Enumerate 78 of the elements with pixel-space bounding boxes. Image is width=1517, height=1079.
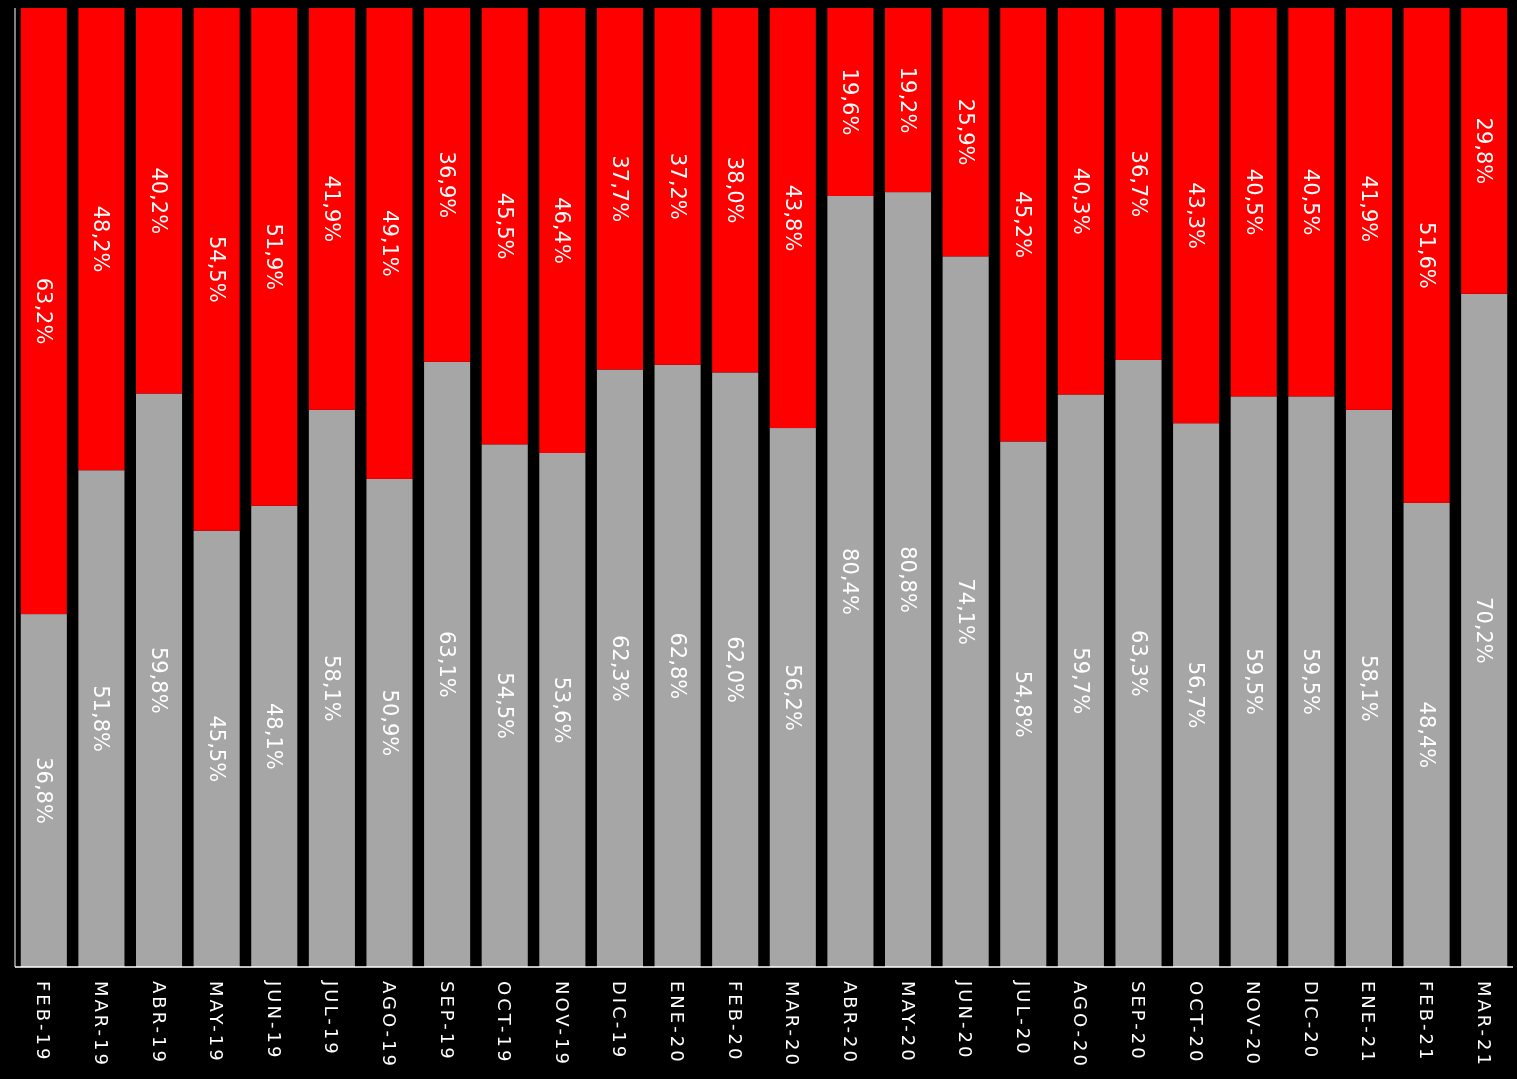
data-label: 80,4% (838, 548, 863, 615)
data-label: 45,5% (492, 192, 517, 260)
x-tick-label: NOV-20 (1243, 981, 1265, 1067)
data-label: 59,8% (147, 646, 172, 714)
data-label: 41,9% (319, 175, 344, 243)
data-label: 59,5% (1299, 648, 1324, 716)
x-tick-label: JUN-20 (955, 980, 977, 1061)
x-tick-label: ABR-19 (148, 981, 170, 1065)
x-tick-label: MAR-19 (90, 981, 112, 1069)
data-label: 62,0% (723, 636, 748, 704)
x-tick-label: ABR-20 (839, 981, 861, 1065)
x-tick-label: ENE-20 (667, 981, 689, 1065)
x-tick-label: OCT-19 (494, 981, 516, 1065)
data-label: 51,8% (89, 685, 114, 752)
data-label: 50,9% (377, 689, 402, 757)
data-label: 63,2% (31, 277, 56, 345)
data-label: 40,2% (147, 167, 172, 235)
x-tick-label: JUL-20 (1012, 980, 1034, 1057)
x-tick-label: AGO-20 (1070, 981, 1092, 1070)
x-tick-label: MAY-19 (206, 981, 228, 1064)
data-label: 70,2% (1472, 597, 1497, 664)
x-tick-label: SEP-19 (436, 981, 458, 1062)
data-label: 19,6% (838, 68, 863, 136)
data-label: 48,1% (262, 703, 287, 770)
data-label: 36,9% (435, 151, 460, 219)
x-tick-label: MAR-21 (1473, 981, 1495, 1069)
data-label: 49,1% (377, 210, 402, 277)
data-label: 58,1% (1356, 655, 1381, 722)
data-label: 74,1% (953, 578, 978, 646)
data-label: 43,8% (780, 184, 805, 252)
data-label: 19,2% (896, 66, 921, 134)
data-label: 51,9% (262, 223, 287, 291)
data-label: 41,9% (1356, 175, 1381, 243)
data-label: 45,5% (204, 715, 229, 783)
data-label: 29,8% (1472, 117, 1497, 185)
x-tick-label: SEP-20 (1128, 981, 1149, 1062)
x-tick-label: JUL-19 (321, 980, 343, 1057)
data-label: 45,2% (1011, 191, 1036, 259)
x-tick-label: AGO-19 (379, 981, 400, 1070)
data-label: 62,3% (607, 634, 632, 702)
x-tick-label: ENE-21 (1358, 981, 1380, 1065)
data-label: 36,7% (1126, 150, 1151, 218)
data-label: 43,3% (1184, 182, 1209, 249)
data-label: 53,6% (550, 676, 575, 744)
data-label: 56,2% (780, 664, 805, 731)
data-label: 54,5% (492, 672, 517, 740)
data-label: 63,3% (1126, 630, 1151, 697)
data-label: 63,1% (435, 631, 460, 698)
data-label: 54,5% (204, 235, 229, 303)
x-tick-label: FEB-21 (1416, 981, 1438, 1063)
x-tick-label: FEB-20 (724, 981, 746, 1063)
data-label: 58,1% (319, 655, 344, 722)
data-label: 56,7% (1184, 661, 1209, 729)
data-label: 40,5% (1299, 168, 1324, 236)
x-tick-label: MAY-20 (897, 981, 919, 1064)
data-label: 40,3% (1068, 167, 1093, 235)
data-label: 59,7% (1068, 647, 1093, 715)
data-label: 25,9% (953, 98, 978, 166)
data-label: 37,2% (665, 153, 690, 220)
x-tick-label: MAR-20 (782, 981, 804, 1069)
data-label: 54,8% (1011, 670, 1036, 738)
x-tick-label: NOV-19 (551, 981, 573, 1067)
data-label: 40,5% (1241, 168, 1266, 236)
data-label: 48,4% (1414, 701, 1439, 769)
data-label: 36,8% (31, 757, 56, 824)
data-label: 51,6% (1414, 222, 1439, 289)
data-label: 37,7% (607, 155, 632, 223)
data-label: 59,5% (1241, 648, 1266, 716)
x-tick-label: OCT-20 (1185, 981, 1207, 1065)
data-label: 38,0% (723, 156, 748, 224)
data-label: 48,2% (89, 205, 114, 273)
data-label: 62,8% (665, 632, 690, 700)
data-label: 46,4% (550, 197, 575, 264)
x-tick-label: DIC-19 (609, 981, 631, 1061)
data-label: 80,8% (896, 546, 921, 613)
x-tick-label: FEB-19 (33, 981, 55, 1063)
x-tick-label: JUN-19 (263, 980, 285, 1061)
x-tick-label: DIC-20 (1300, 981, 1322, 1061)
